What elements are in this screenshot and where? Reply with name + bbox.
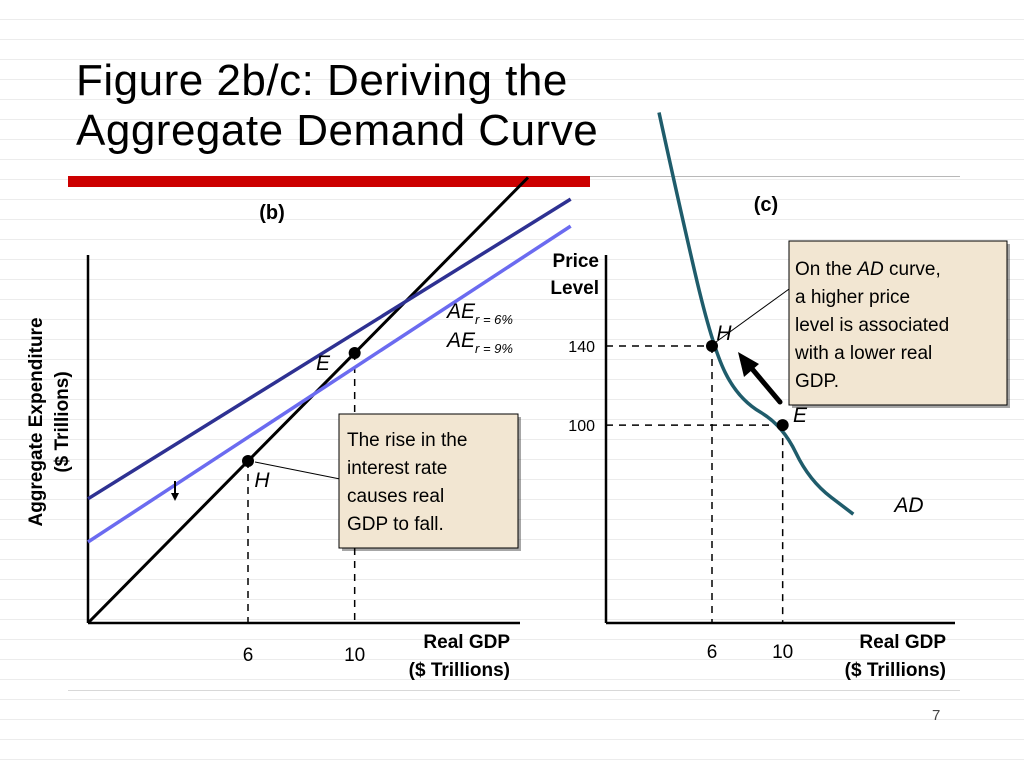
panel-c-y-axis-label-line-1: Price (553, 251, 599, 272)
panel-c-x-tick-10: 10 (772, 642, 793, 663)
panel-c-label: (c) (754, 194, 778, 216)
panel-b-x-axis-label-line-1: Real GDP (423, 632, 510, 653)
panel-b-callout-line-2: interest rate (347, 458, 447, 479)
panel-c-callout-line-2: a higher price (795, 287, 910, 308)
footer-divider (68, 690, 960, 691)
panel-b-point-e (348, 347, 361, 359)
panel-c-callout-line-4: with a lower real (794, 343, 932, 364)
panel-c-movement-arrow-head (738, 352, 759, 377)
panel-b-point-h-label: H (254, 469, 270, 492)
slide-title-line-2: Aggregate Demand Curve (76, 106, 599, 155)
panel-c-callout-line-3: level is associated (795, 315, 949, 336)
panel-c-x-tick-6: 6 (707, 642, 718, 663)
panel-c-y-axis-label-line-2: Level (550, 278, 599, 299)
panel-b-callout-box (338, 413, 519, 549)
panel-b-point-e-label: E (316, 352, 331, 375)
panel-b-x-axis-label-line-2: ($ Trillions) (409, 660, 510, 681)
panel-c-x-axis-label-line-1: Real GDP (859, 632, 946, 653)
panel-b-callout-pointer (254, 461, 341, 480)
panel-c-callout-line-5: GDP. (795, 371, 839, 392)
panel-c-ad-label: AD (892, 494, 923, 517)
panel-c-callout-line-1-prefix: On the (795, 259, 857, 280)
panel-c-ad-curve (657, 112, 855, 516)
panel-c-callout-line-1: On the AD curve, (795, 259, 941, 280)
slide-number: 7 (932, 707, 941, 724)
panel-b-chart: (b) Aggregate Expenditure ($ Trillions) … (26, 176, 572, 681)
panel-b-ae-6-label: AEr = 6% (445, 300, 513, 327)
panel-c-callout-line-1-suffix: curve, (884, 259, 941, 280)
panel-c-y-tick-100: 100 (568, 418, 595, 435)
panel-b-x-tick-6: 6 (243, 645, 254, 666)
panel-b-ae-9-label-sub: r = 9% (475, 341, 513, 356)
panel-b-ae-6-label-sub: r = 6% (475, 312, 513, 327)
panel-c-point-e-label: E (793, 404, 808, 427)
title-accent-rule (68, 176, 590, 187)
panel-b-point-h (242, 455, 254, 467)
panel-c-point-h (706, 340, 718, 352)
panel-c-callout-pointer (715, 283, 797, 343)
panel-c-y-tick-140: 140 (568, 339, 595, 356)
panel-b-callout-line-4: GDP to fall. (347, 514, 444, 535)
panel-b-callout-line-3: causes real (347, 486, 444, 507)
panel-b-45-degree-line (86, 176, 530, 625)
panel-c-chart: (c) Price Level Real GDP ($ Trillions) H… (550, 112, 1010, 681)
panel-b-x-tick-10: 10 (344, 645, 365, 666)
panel-b-label: (b) (259, 202, 285, 224)
panel-b-ae-9-label-main: AE (445, 329, 476, 352)
title-divider (590, 176, 960, 177)
panel-b-y-axis-label-line-2: ($ Trillions) (52, 371, 73, 472)
panel-b-ae-9-label: AEr = 9% (445, 329, 513, 356)
panel-c-point-h-label: H (716, 322, 732, 345)
panel-c-point-e (776, 419, 789, 432)
panel-c-movement-arrow-shaft (745, 361, 783, 405)
panel-b-y-axis-label-line-1: Aggregate Expenditure (26, 317, 47, 526)
slide-title-line-1: Figure 2b/c: Deriving the (76, 56, 568, 105)
panel-c-x-axis-label-line-2: ($ Trillions) (845, 660, 946, 681)
panel-b-ae-9-line (87, 224, 572, 544)
panel-c-callout-box (788, 240, 1008, 406)
panel-b-ae-6-line (87, 197, 572, 501)
panel-c-callout-line-1-em: AD (856, 259, 884, 280)
slide-title: Figure 2b/c: Deriving the Aggregate Dema… (76, 56, 598, 156)
panel-b-callout-line-1: The rise in the (347, 430, 467, 451)
panel-b-ae-6-label-main: AE (445, 300, 476, 323)
